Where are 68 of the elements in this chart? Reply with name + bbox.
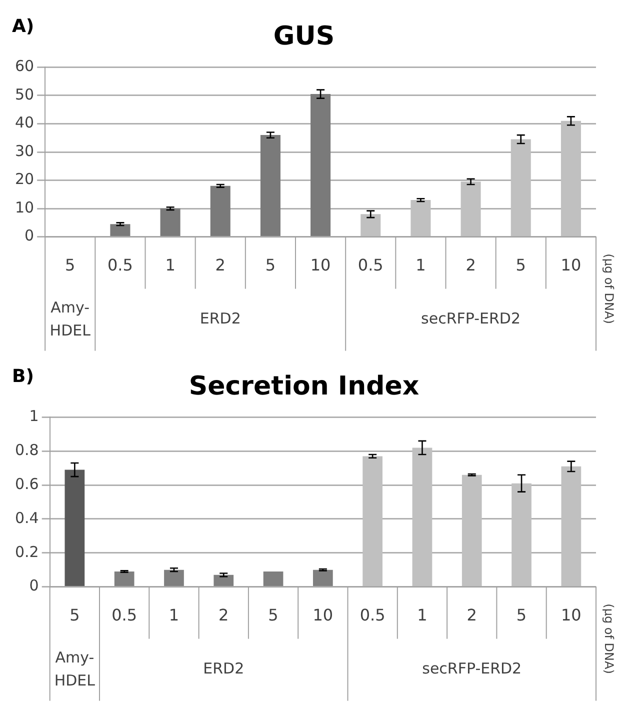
bar bbox=[160, 208, 180, 236]
bar bbox=[512, 483, 532, 586]
bar bbox=[410, 200, 431, 236]
chart-title: GUS bbox=[273, 21, 335, 52]
x-tick-label: 1 bbox=[417, 606, 428, 625]
text: B) bbox=[12, 366, 34, 387]
x-tick-label: 10 bbox=[560, 256, 582, 275]
bar bbox=[561, 466, 582, 586]
x-tick-label: 2 bbox=[466, 606, 477, 625]
bar bbox=[360, 214, 381, 236]
x-tick-label: 2 bbox=[215, 256, 226, 275]
y-tick-label: 50 bbox=[14, 85, 34, 104]
bar bbox=[362, 456, 383, 586]
bar bbox=[263, 572, 284, 586]
bar bbox=[460, 182, 481, 236]
x-tick-label: 5 bbox=[516, 606, 527, 625]
x-tick-label: 5 bbox=[265, 256, 276, 275]
y-tick-label: 0.6 bbox=[14, 474, 39, 493]
bar bbox=[64, 470, 85, 586]
x-tick-label: 1 bbox=[165, 256, 176, 275]
bar bbox=[210, 186, 230, 236]
bar bbox=[462, 474, 482, 586]
bar bbox=[110, 224, 130, 236]
text: (µg of DNA) bbox=[602, 604, 616, 674]
y-tick-label: 0.4 bbox=[14, 508, 39, 527]
x-tick-label: 10 bbox=[560, 606, 582, 625]
bar bbox=[560, 120, 581, 236]
text: A) bbox=[12, 16, 34, 37]
y-tick-label: 0 bbox=[29, 576, 39, 595]
text: (µg of DNA) bbox=[602, 254, 616, 324]
bar bbox=[164, 570, 184, 586]
x-tick-label: 10 bbox=[310, 256, 331, 275]
x-tick-label: 0.5 bbox=[358, 256, 384, 275]
text: ERD2 bbox=[200, 310, 241, 328]
x-tick-label: 1 bbox=[168, 606, 180, 625]
x-tick-label: 5 bbox=[268, 606, 278, 625]
x-tick-label: 5 bbox=[516, 256, 526, 275]
text: ERD2 bbox=[203, 660, 244, 678]
y-tick-label: 40 bbox=[14, 114, 34, 132]
y-tick-label: 10 bbox=[14, 198, 34, 216]
text: secRFP-ERD2 bbox=[422, 660, 522, 678]
y-tick-label: 30 bbox=[14, 142, 34, 160]
y-tick-label: 0.8 bbox=[14, 441, 39, 460]
y-tick-label: 60 bbox=[14, 57, 34, 76]
bar bbox=[114, 572, 134, 586]
x-tick-label: 0.5 bbox=[107, 256, 133, 275]
bar bbox=[214, 574, 234, 586]
y-tick-label: 0 bbox=[24, 226, 34, 245]
y-tick-label: 1 bbox=[29, 407, 39, 426]
x-tick-label: 5 bbox=[70, 606, 80, 625]
text: Amy-HDEL bbox=[50, 298, 92, 340]
x-tick-label: 2 bbox=[466, 256, 476, 275]
bar bbox=[313, 570, 333, 586]
text: secRFP-ERD2 bbox=[421, 310, 521, 328]
bar bbox=[412, 448, 432, 586]
x-tick-label: 1 bbox=[416, 256, 426, 275]
x-tick-label: 0.5 bbox=[112, 606, 138, 625]
bar bbox=[310, 94, 331, 236]
x-tick-label: 10 bbox=[312, 606, 334, 625]
bar bbox=[510, 139, 531, 236]
chart-title: Secretion Index bbox=[188, 371, 420, 402]
y-tick-label: 0.2 bbox=[14, 542, 39, 561]
x-tick-label: 0.5 bbox=[360, 606, 386, 625]
text: Amy-HDEL bbox=[54, 648, 96, 690]
bar bbox=[260, 135, 280, 236]
x-tick-label: 5 bbox=[65, 256, 76, 275]
x-tick-label: 2 bbox=[218, 606, 229, 625]
y-tick-label: 20 bbox=[14, 170, 34, 188]
